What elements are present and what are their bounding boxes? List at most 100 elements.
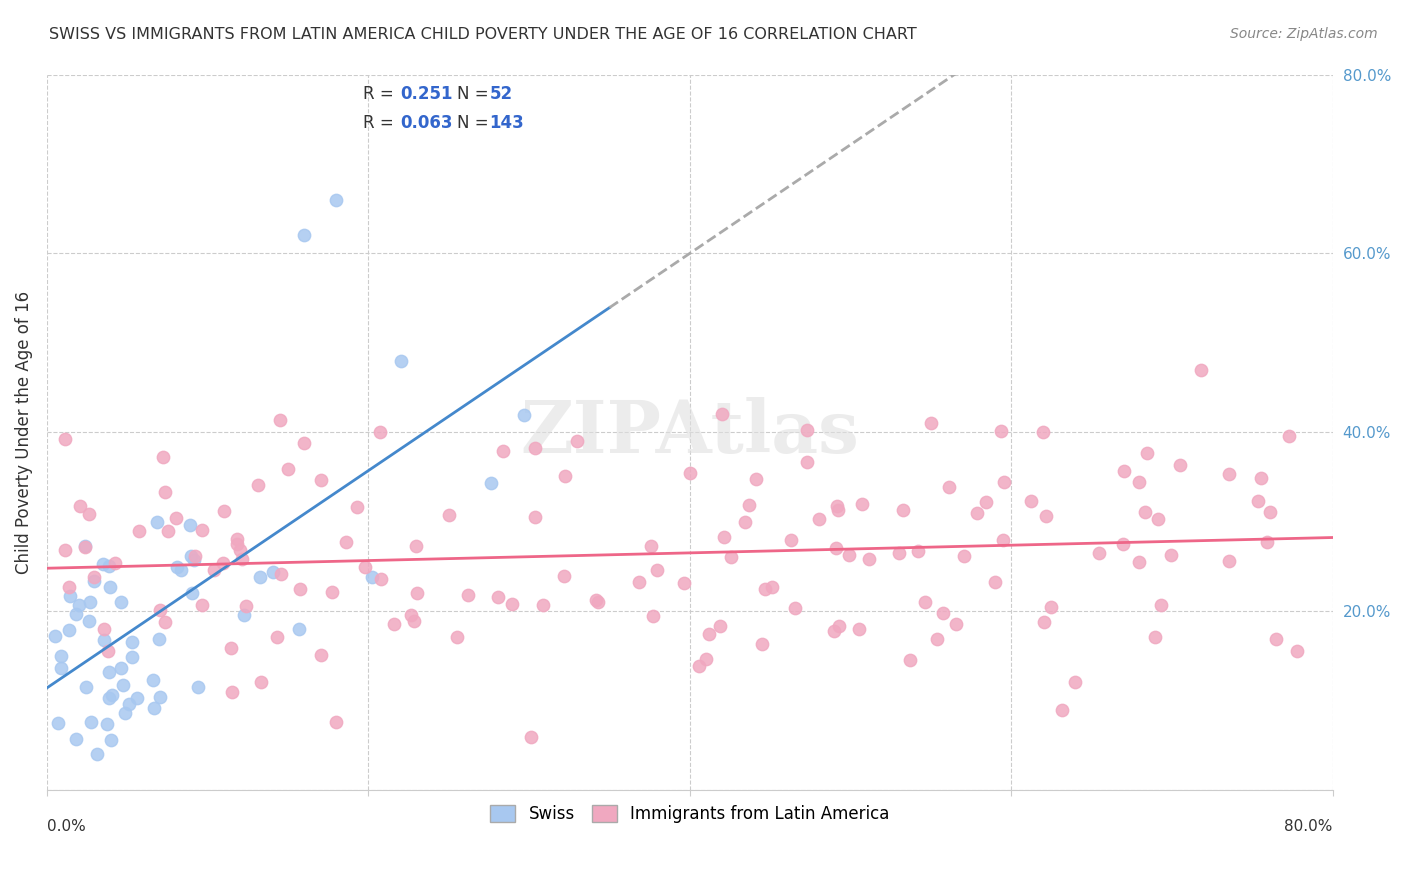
Point bbox=[212, 504, 235, 518]
Point bbox=[807, 512, 830, 526]
Point bbox=[751, 637, 773, 651]
Point bbox=[180, 549, 202, 563]
Point bbox=[848, 622, 870, 636]
Text: SWISS VS IMMIGRANTS FROM LATIN AMERICA CHILD POVERTY UNDER THE AGE OF 16 CORRELA: SWISS VS IMMIGRANTS FROM LATIN AMERICA C… bbox=[49, 27, 917, 42]
Point bbox=[402, 614, 425, 628]
Point bbox=[219, 641, 242, 656]
Point bbox=[914, 595, 936, 609]
Point bbox=[1256, 535, 1278, 549]
Point bbox=[825, 499, 848, 513]
Point bbox=[734, 516, 756, 530]
Point bbox=[157, 524, 180, 538]
Point bbox=[360, 570, 382, 584]
Point bbox=[321, 585, 343, 599]
Point bbox=[235, 599, 257, 613]
Point bbox=[586, 595, 609, 609]
Point bbox=[98, 665, 121, 679]
Point bbox=[309, 648, 332, 663]
Point bbox=[501, 597, 523, 611]
Point bbox=[101, 688, 124, 702]
Point bbox=[100, 733, 122, 747]
Point bbox=[531, 598, 554, 612]
Point bbox=[931, 606, 953, 620]
Point bbox=[1258, 505, 1281, 519]
Point bbox=[1111, 537, 1133, 551]
Point bbox=[553, 569, 575, 583]
Point bbox=[585, 593, 607, 607]
Point bbox=[993, 533, 1015, 547]
Point bbox=[1168, 458, 1191, 472]
Point bbox=[128, 524, 150, 538]
Point bbox=[325, 193, 347, 207]
Point bbox=[938, 480, 960, 494]
Point bbox=[1035, 508, 1057, 523]
Point bbox=[335, 535, 357, 549]
Text: 0.063: 0.063 bbox=[401, 114, 453, 132]
Point bbox=[142, 701, 165, 715]
Point bbox=[405, 539, 427, 553]
Point bbox=[647, 563, 669, 577]
Point bbox=[125, 691, 148, 706]
Point bbox=[565, 434, 588, 448]
Point bbox=[1218, 554, 1240, 568]
Point bbox=[761, 580, 783, 594]
Point bbox=[898, 653, 921, 667]
Point bbox=[187, 680, 209, 694]
Point bbox=[79, 507, 101, 521]
Point bbox=[858, 552, 880, 566]
Point bbox=[262, 565, 284, 579]
Point bbox=[93, 622, 115, 636]
Point bbox=[110, 660, 132, 674]
Text: ZIPAtlas: ZIPAtlas bbox=[520, 397, 859, 467]
Point bbox=[697, 627, 720, 641]
Point bbox=[679, 467, 702, 481]
Point bbox=[720, 550, 742, 565]
Point bbox=[292, 228, 315, 243]
Point bbox=[287, 622, 309, 636]
Point bbox=[152, 450, 174, 465]
Point bbox=[170, 563, 193, 577]
Point bbox=[184, 549, 207, 563]
Point bbox=[80, 714, 103, 729]
Point bbox=[309, 473, 332, 487]
Point bbox=[98, 580, 121, 594]
Point bbox=[382, 617, 405, 632]
Point bbox=[97, 690, 120, 705]
Point bbox=[796, 423, 818, 437]
Point bbox=[104, 556, 127, 570]
Point bbox=[974, 494, 997, 508]
Point bbox=[738, 498, 761, 512]
Point bbox=[53, 433, 76, 447]
Text: R =: R = bbox=[363, 85, 394, 103]
Point bbox=[65, 607, 87, 621]
Point bbox=[191, 523, 214, 537]
Point bbox=[353, 559, 375, 574]
Point bbox=[149, 690, 172, 704]
Point bbox=[67, 598, 90, 612]
Point bbox=[823, 624, 845, 638]
Point bbox=[270, 567, 292, 582]
Point bbox=[1150, 598, 1173, 612]
Point bbox=[73, 540, 96, 554]
Point bbox=[83, 570, 105, 584]
Point bbox=[51, 648, 73, 663]
Point bbox=[966, 506, 988, 520]
Point bbox=[990, 424, 1012, 438]
Point bbox=[796, 455, 818, 469]
Point bbox=[226, 532, 249, 546]
Point bbox=[554, 469, 576, 483]
Point bbox=[155, 615, 177, 629]
Point bbox=[181, 586, 204, 600]
Text: 52: 52 bbox=[489, 85, 512, 103]
Point bbox=[269, 413, 291, 427]
Point bbox=[1218, 467, 1240, 482]
Point bbox=[1032, 615, 1054, 629]
Point bbox=[1135, 505, 1157, 519]
Point bbox=[457, 588, 479, 602]
Point bbox=[889, 546, 911, 560]
Point bbox=[325, 715, 347, 730]
Point bbox=[389, 353, 412, 368]
Point bbox=[98, 558, 121, 573]
Point bbox=[290, 582, 312, 596]
Point bbox=[519, 730, 541, 744]
